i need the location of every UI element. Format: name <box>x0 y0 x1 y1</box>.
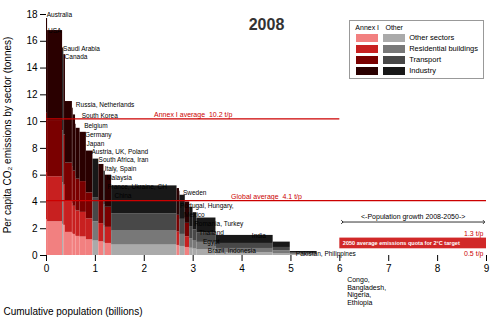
svg-text:Japan: Japan <box>87 140 105 148</box>
svg-text:18: 18 <box>26 9 38 20</box>
svg-text:0.5 t/p: 0.5 t/p <box>464 250 484 258</box>
html-text:Annex I: Annex I <box>355 24 380 31</box>
svg-text:0: 0 <box>44 263 50 274</box>
svg-text:3: 3 <box>190 263 196 274</box>
svg-text:Malaysia: Malaysia <box>106 174 132 182</box>
svg-text:7: 7 <box>386 263 392 274</box>
svg-text:Cumulative population (billion: Cumulative population (billions) <box>4 306 143 317</box>
svg-text:2: 2 <box>141 263 147 274</box>
html-text:Industry: Industry <box>409 66 436 75</box>
svg-text:France, Ukraine, CH: France, Ukraine, CH <box>108 183 168 190</box>
svg-text:1.3 t/p: 1.3 t/p <box>464 230 484 238</box>
svg-text:1: 1 <box>93 263 99 274</box>
svg-text:Russia, Netherlands: Russia, Netherlands <box>76 101 135 108</box>
svg-text:6: 6 <box>337 263 343 274</box>
html-text:Residential buildings: Residential buildings <box>409 44 478 53</box>
svg-text:Pakistan, Philippines: Pakistan, Philippines <box>296 250 357 258</box>
svg-text:Sweden: Sweden <box>183 189 207 196</box>
svg-text:6: 6 <box>32 169 38 180</box>
svg-text:Mexico: Mexico <box>184 211 205 218</box>
svg-text:Belgium: Belgium <box>84 122 107 130</box>
svg-text:USA: USA <box>48 27 62 34</box>
svg-text:Egypt: Egypt <box>203 238 220 246</box>
svg-text:Congo,Bangladesh,Nigeria,Ethio: Congo,Bangladesh,Nigeria,Ethiopia <box>347 276 386 307</box>
svg-text:<-Population growth 2008-2050-: <-Population growth 2008-2050-> <box>361 213 465 221</box>
svg-text:Brazil, Indonesia: Brazil, Indonesia <box>208 247 256 254</box>
svg-text:Romania, Turkey: Romania, Turkey <box>194 220 244 228</box>
svg-text:South Africa, Iran: South Africa, Iran <box>99 156 149 163</box>
svg-text:8: 8 <box>435 263 441 274</box>
svg-text:Germany: Germany <box>85 131 112 139</box>
svg-text:Italy, Spain: Italy, Spain <box>105 165 137 173</box>
svg-text:South Korea: South Korea <box>82 112 119 119</box>
svg-text:Australia: Australia <box>47 11 73 18</box>
svg-text:Austria, UK, Poland: Austria, UK, Poland <box>91 148 148 155</box>
svg-text:16: 16 <box>26 35 38 46</box>
html-text:Transport: Transport <box>409 55 441 64</box>
svg-text:14: 14 <box>26 62 38 73</box>
svg-text:Global average 4.1 t/p: Global average 4.1 t/p <box>231 193 302 201</box>
svg-text:India: India <box>252 232 266 239</box>
svg-text:2: 2 <box>32 223 38 234</box>
svg-text:Thailand: Thailand <box>199 229 224 236</box>
svg-text:Portugal, Hungary,: Portugal, Hungary, <box>180 202 234 210</box>
html-text:Other sectors: Other sectors <box>409 33 455 42</box>
svg-text:5: 5 <box>288 263 294 274</box>
html-text:Other: Other <box>385 24 403 31</box>
svg-text:9: 9 <box>484 263 490 274</box>
svg-text:10: 10 <box>26 116 38 127</box>
svg-text:Annex I average 10.2 t/p: Annex I average 10.2 t/p <box>154 111 232 119</box>
svg-text:12: 12 <box>26 89 38 100</box>
svg-text:2050 average emissions quota f: 2050 average emissions quota for 2°C tar… <box>343 240 460 246</box>
svg-text:Canada: Canada <box>65 53 88 60</box>
svg-text:Per capita CO₂ emissions by se: Per capita CO₂ emissions by sector (tonn… <box>2 37 13 234</box>
svg-text:China: China <box>114 192 131 199</box>
svg-text:4: 4 <box>239 263 245 274</box>
svg-text:2008: 2008 <box>249 16 285 33</box>
svg-text:8: 8 <box>32 143 38 154</box>
svg-text:0: 0 <box>32 250 38 261</box>
svg-text:Saudi Arabia: Saudi Arabia <box>63 45 100 52</box>
svg-text:4: 4 <box>32 196 38 207</box>
